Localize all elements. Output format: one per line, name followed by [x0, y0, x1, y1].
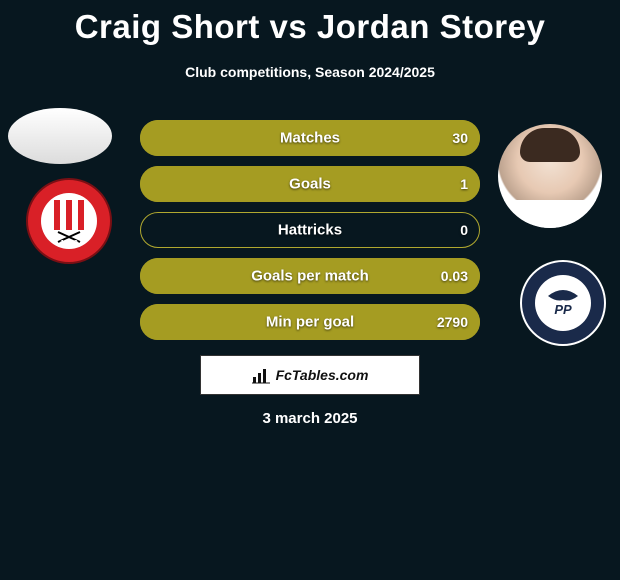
stat-value-right: 2790	[437, 314, 468, 330]
player-right-avatar	[498, 124, 602, 228]
player-left-avatar	[8, 108, 112, 164]
footer-date: 3 march 2025	[0, 410, 620, 427]
avatar-shirt	[498, 200, 602, 228]
stat-row: Hattricks0	[140, 212, 480, 248]
brand-box[interactable]: FcTables.com	[200, 355, 420, 395]
avatar-hair	[520, 128, 580, 162]
stat-label: Goals per match	[140, 268, 480, 285]
stat-label: Hattricks	[140, 222, 480, 239]
stat-value-right: 0.03	[441, 268, 468, 284]
stat-label: Goals	[140, 176, 480, 193]
stat-value-right: 30	[452, 130, 468, 146]
stat-label: Matches	[140, 130, 480, 147]
stat-row: Goals1	[140, 166, 480, 202]
stat-row: Min per goal2790	[140, 304, 480, 340]
club-right-badge: PP	[520, 260, 606, 346]
stat-value-right: 0	[460, 222, 468, 238]
stat-row: Goals per match0.03	[140, 258, 480, 294]
brand-text: FcTables.com	[276, 367, 369, 383]
stat-label: Min per goal	[140, 314, 480, 331]
stat-value-right: 1	[460, 176, 468, 192]
stat-row: Matches30	[140, 120, 480, 156]
svg-text:PP: PP	[554, 302, 572, 317]
club-left-badge: 1889	[26, 178, 112, 264]
page-title: Craig Short vs Jordan Storey	[0, 0, 620, 46]
club-left-year: 1889	[60, 239, 78, 248]
bar-chart-icon	[252, 366, 270, 384]
page-subtitle: Club competitions, Season 2024/2025	[0, 64, 620, 80]
